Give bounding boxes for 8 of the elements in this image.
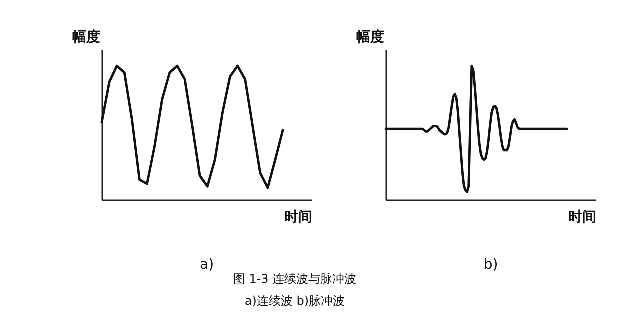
y-axis-title: 幅度	[356, 28, 384, 46]
caption: 图 1-3 连续波与脉冲波	[233, 272, 357, 286]
x-axis-title: 时间	[568, 210, 596, 226]
text: a)连续波 b)脉冲波	[244, 293, 346, 310]
y-axis-title: 幅度	[72, 28, 100, 46]
text: b)	[484, 257, 498, 273]
text: a)	[200, 257, 214, 273]
x-axis-title: 时间	[284, 210, 312, 226]
